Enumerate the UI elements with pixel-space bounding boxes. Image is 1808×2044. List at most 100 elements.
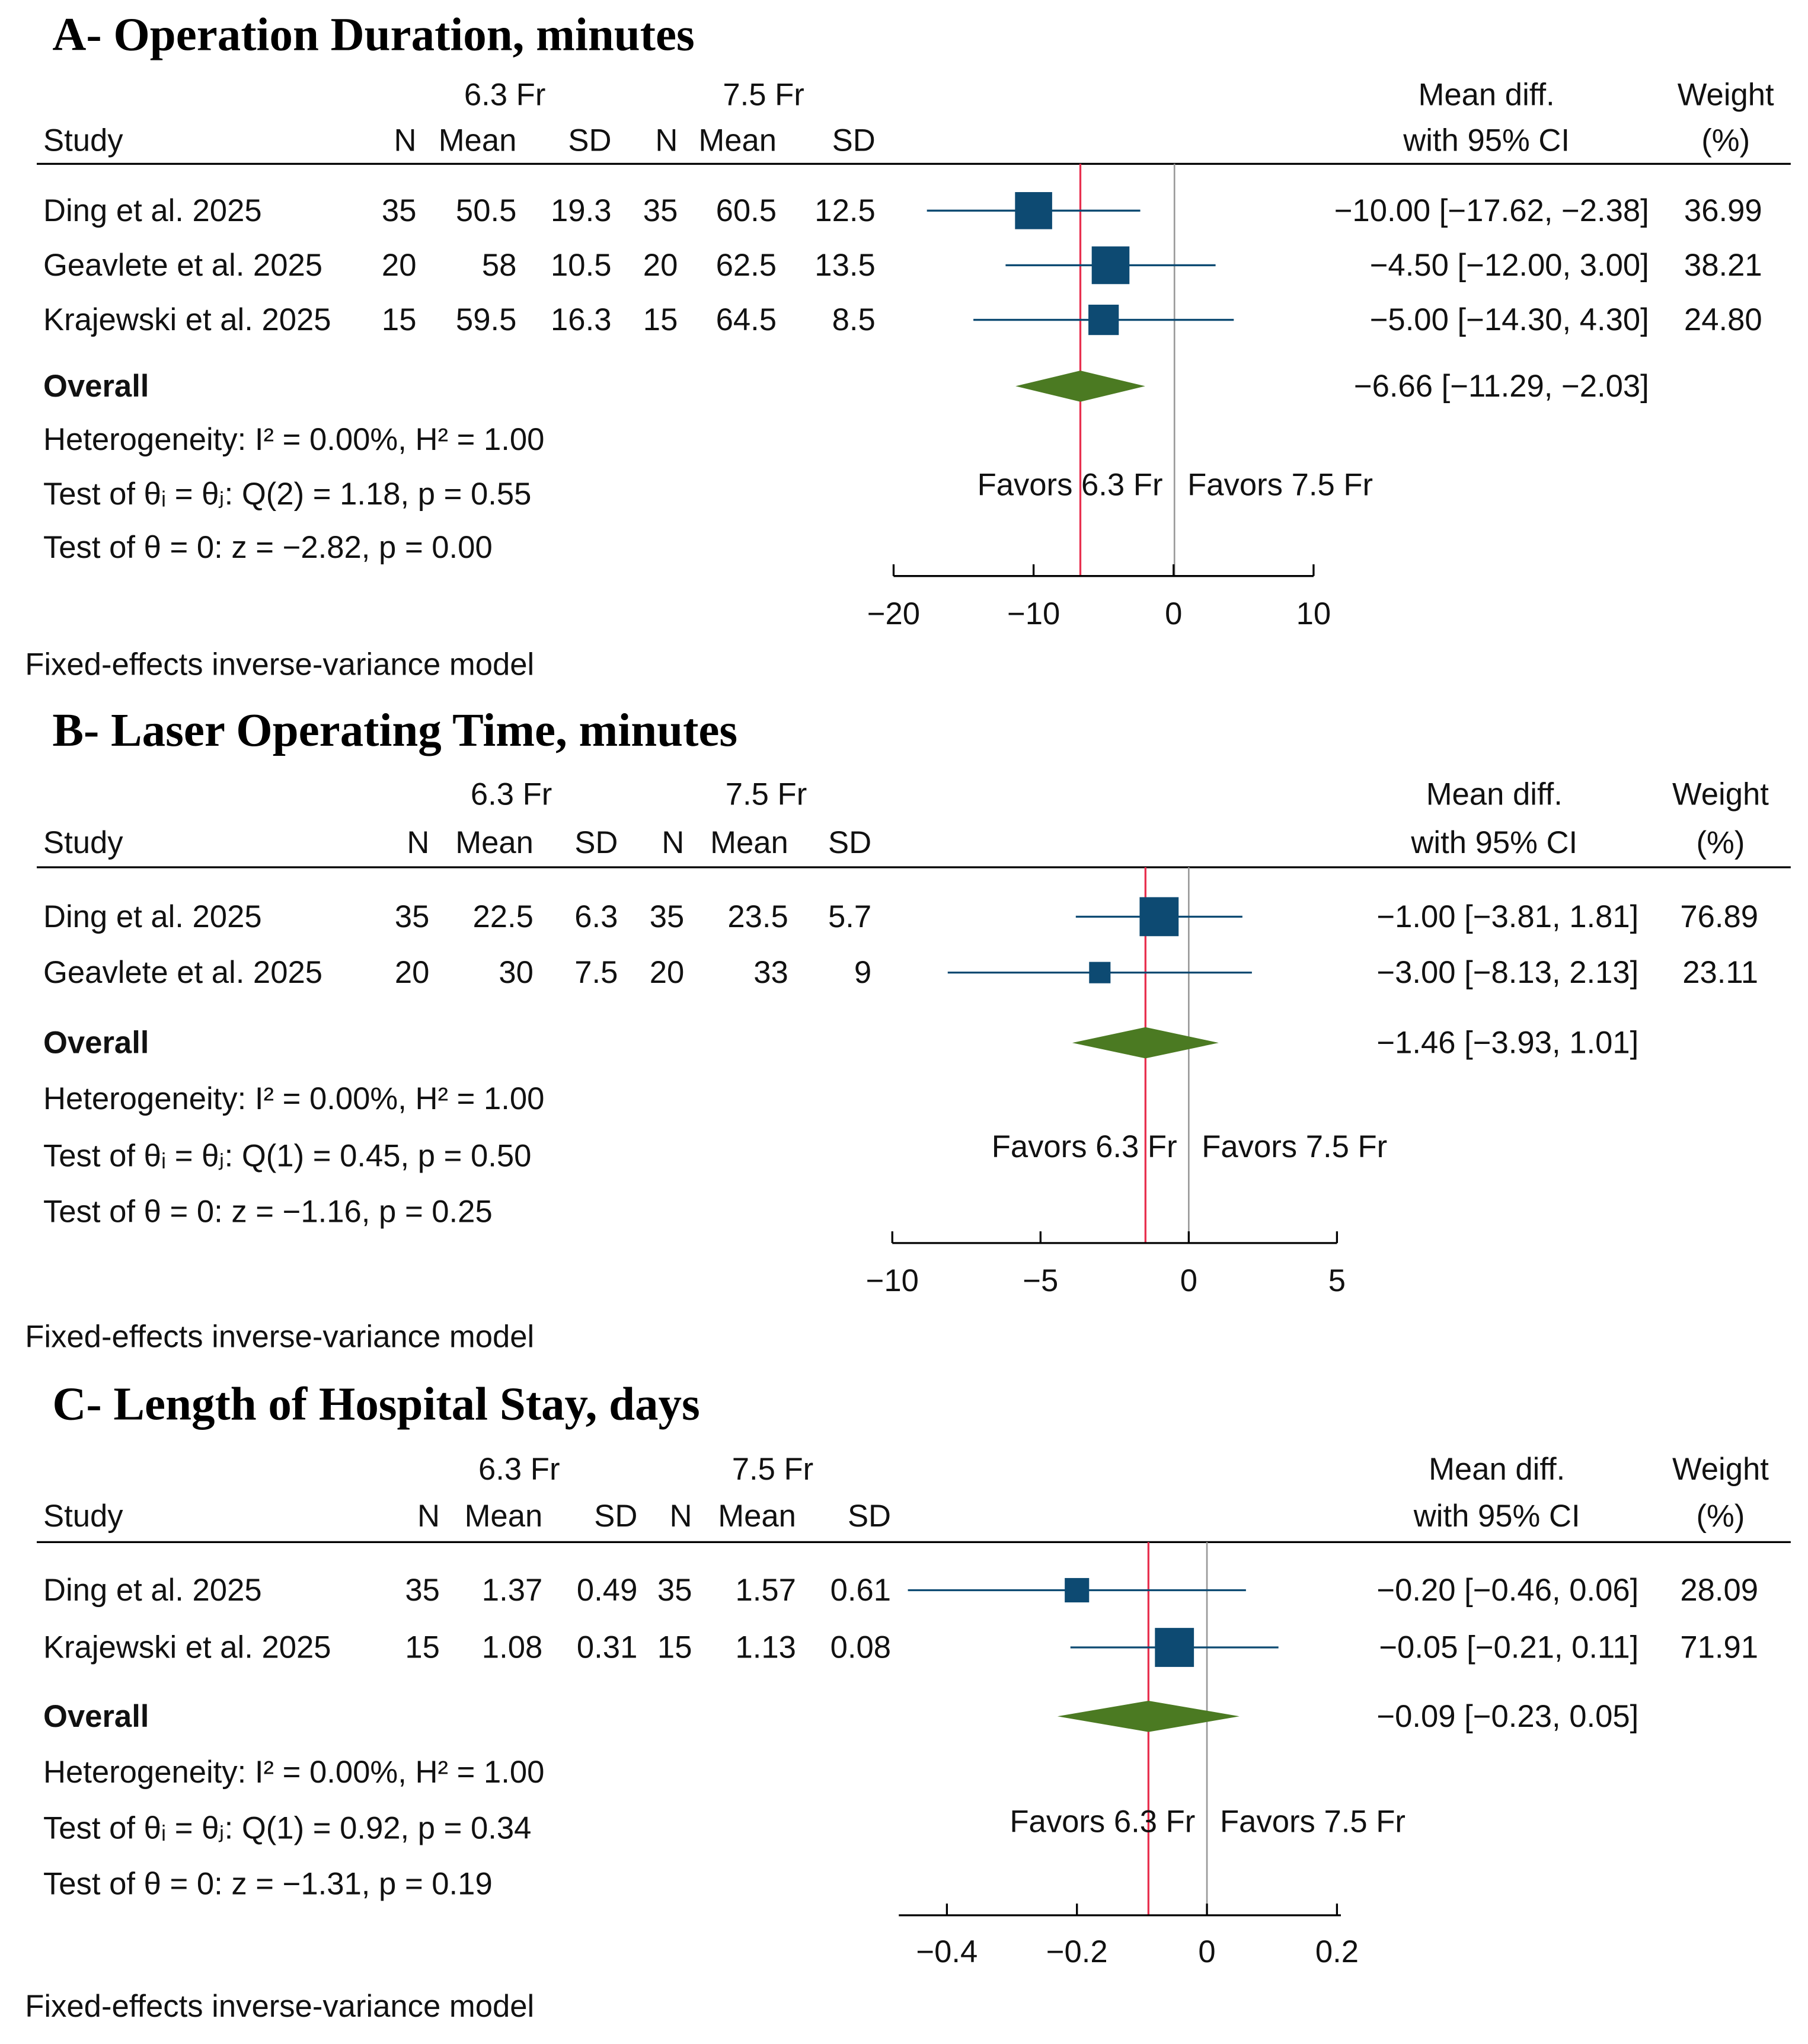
weight-unit-header: (%) xyxy=(1701,123,1750,158)
weight-header: Weight xyxy=(1672,1452,1769,1487)
study-sd1: 0.31 xyxy=(577,1630,637,1665)
study-name: Geavlete et al. 2025 xyxy=(43,955,322,990)
study-n2: 35 xyxy=(657,1573,692,1608)
x-tick-label: −10 xyxy=(866,1263,919,1298)
study-n1: 20 xyxy=(395,955,430,990)
study-ci-text: −1.00 [−3.81, 1.81] xyxy=(1376,899,1638,934)
study-mean2: 1.13 xyxy=(736,1630,796,1665)
x-tick-label: 10 xyxy=(1296,596,1331,631)
study-mean2: 60.5 xyxy=(716,193,777,228)
stat-line: Test of θᵢ = θⱼ: Q(2) = 1.18, p = 0.55 xyxy=(43,477,531,512)
x-tick-label: −10 xyxy=(1007,596,1060,631)
study-mean1: 58 xyxy=(482,248,517,283)
x-tick-label: −0.4 xyxy=(916,1934,978,1969)
study-marker xyxy=(1015,192,1052,229)
study-mean1: 22.5 xyxy=(472,899,533,934)
study-mean1: 1.37 xyxy=(482,1573,542,1608)
study-sd2: 0.08 xyxy=(830,1630,891,1665)
study-ci-text: −10.00 [−17.62, −2.38] xyxy=(1334,193,1649,228)
group2-header: 7.5 Fr xyxy=(732,1452,813,1487)
x-tick-label: −0.2 xyxy=(1046,1934,1108,1969)
stat-line: Test of θᵢ = θⱼ: Q(1) = 0.92, p = 0.34 xyxy=(43,1810,531,1845)
study-sd2: 13.5 xyxy=(814,248,875,283)
column-header-mean: Mean xyxy=(710,825,788,860)
weight-header: Weight xyxy=(1678,78,1774,113)
overall-label: Overall xyxy=(43,369,149,404)
group2-header: 7.5 Fr xyxy=(726,777,807,812)
study-sd1: 6.3 xyxy=(574,899,618,934)
study-mean2: 33 xyxy=(753,955,788,990)
column-header-sd: SD xyxy=(594,1499,637,1534)
study-weight: 38.21 xyxy=(1684,248,1762,283)
study-row: Geavlete et al. 2025 20 30 7.5 20 33 9 −3.00 [−… xyxy=(43,955,1758,990)
group1-header: 6.3 Fr xyxy=(464,78,545,113)
forest-panel-a: A- Operation Duration, minutes 6.3 Fr 7.5 … xyxy=(25,9,1791,682)
column-header-sd: SD xyxy=(574,825,618,860)
study-ci-text: −4.50 [−12.00, 3.00] xyxy=(1370,248,1649,283)
favors-right-label: Favors 7.5 Fr xyxy=(1202,1129,1387,1164)
forest-panel-c: C- Length of Hospital Stay, days 6.3 Fr 7.… xyxy=(25,1378,1791,2024)
stat-line: Test of θ = 0: z = −2.82, p = 0.00 xyxy=(43,530,493,565)
group2-header: 7.5 Fr xyxy=(723,78,804,113)
study-sd1: 16.3 xyxy=(551,302,611,337)
study-sd2: 8.5 xyxy=(832,302,876,337)
study-name: Ding et al. 2025 xyxy=(43,899,262,934)
overall-label: Overall xyxy=(43,1026,149,1061)
study-n2: 20 xyxy=(650,955,685,990)
study-mean2: 64.5 xyxy=(716,302,777,337)
study-sd1: 10.5 xyxy=(551,248,611,283)
stat-line: Test of θ = 0: z = −1.31, p = 0.19 xyxy=(43,1867,493,1902)
stat-line: Heterogeneity: I² = 0.00%, H² = 1.00 xyxy=(43,1755,544,1790)
study-name: Krajewski et al. 2025 xyxy=(43,302,331,337)
study-mean1: 1.08 xyxy=(482,1630,542,1665)
study-row: Krajewski et al. 2025 15 1.08 0.31 15 1.13 0.0… xyxy=(43,1628,1758,1667)
study-n1: 20 xyxy=(382,248,417,283)
study-weight: 28.09 xyxy=(1680,1573,1758,1608)
study-sd1: 0.49 xyxy=(577,1573,637,1608)
study-row: Ding et al. 2025 35 1.37 0.49 35 1.57 0.61 −0.2… xyxy=(43,1573,1758,1608)
study-marker xyxy=(1155,1628,1194,1667)
weight-unit-header: (%) xyxy=(1697,1499,1745,1534)
column-header-sd: SD xyxy=(848,1499,891,1534)
column-header-n: N xyxy=(407,825,429,860)
study-sd2: 5.7 xyxy=(828,899,871,934)
column-header-mean: Mean xyxy=(465,1499,543,1534)
overall-ci-text: −0.09 [−0.23, 0.05] xyxy=(1376,1699,1638,1734)
weight-header: Weight xyxy=(1672,777,1769,812)
study-sd1: 7.5 xyxy=(574,955,618,990)
study-n1: 35 xyxy=(395,899,430,934)
mean-diff-header: Mean diff. xyxy=(1426,777,1563,812)
study-row: Ding et al. 2025 35 22.5 6.3 35 23.5 5.7 −1.00 … xyxy=(43,897,1758,937)
column-header-mean: Mean xyxy=(718,1499,796,1534)
column-header-mean: Mean xyxy=(439,123,517,158)
overall-diamond xyxy=(1015,371,1145,402)
study-marker xyxy=(1065,1577,1090,1603)
column-header-sd: SD xyxy=(828,825,871,860)
overall-ci-text: −1.46 [−3.93, 1.01] xyxy=(1376,1026,1638,1061)
favors-right-label: Favors 7.5 Fr xyxy=(1187,468,1373,503)
favors-left-label: Favors 6.3 Fr xyxy=(1010,1804,1195,1839)
study-n2: 35 xyxy=(643,193,678,228)
mean-diff-header: Mean diff. xyxy=(1419,78,1555,113)
study-n2: 35 xyxy=(650,899,685,934)
study-n2: 15 xyxy=(657,1630,692,1665)
column-header-n: N xyxy=(394,123,416,158)
study-n2: 15 xyxy=(643,302,678,337)
study-sd2: 12.5 xyxy=(814,193,875,228)
study-header: Study xyxy=(43,123,123,158)
study-name: Geavlete et al. 2025 xyxy=(43,248,322,283)
study-header: Study xyxy=(43,1499,123,1534)
column-header-n: N xyxy=(417,1499,440,1534)
study-mean1: 59.5 xyxy=(456,302,516,337)
group1-header: 6.3 Fr xyxy=(471,777,552,812)
column-header-n: N xyxy=(655,123,678,158)
study-row: Krajewski et al. 2025 15 59.5 16.3 15 64.5 8.5… xyxy=(43,302,1762,337)
favors-left-label: Favors 6.3 Fr xyxy=(992,1129,1177,1164)
overall-diamond xyxy=(1072,1027,1219,1059)
study-mean2: 23.5 xyxy=(727,899,788,934)
mean-diff-header: Mean diff. xyxy=(1429,1452,1565,1487)
column-header-n: N xyxy=(669,1499,692,1534)
study-row: Ding et al. 2025 35 50.5 19.3 35 60.5 12.5 −10.… xyxy=(43,192,1762,229)
stat-line: Test of θᵢ = θⱼ: Q(1) = 0.45, p = 0.50 xyxy=(43,1138,531,1173)
